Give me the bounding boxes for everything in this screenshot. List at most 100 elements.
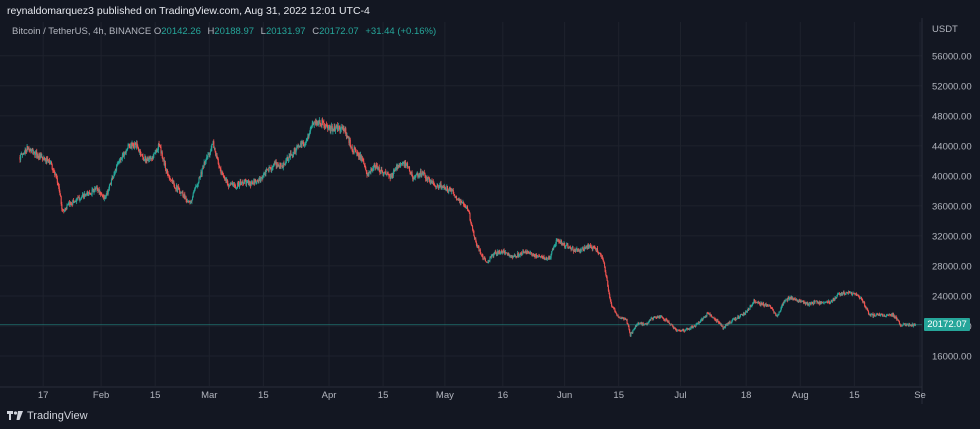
candle-body bbox=[114, 173, 116, 175]
candle-body bbox=[713, 317, 715, 319]
candle-body bbox=[741, 314, 743, 315]
candle-body bbox=[49, 162, 51, 165]
candle-body bbox=[618, 316, 620, 318]
candle-body bbox=[703, 317, 705, 319]
candle-body bbox=[67, 203, 69, 205]
candle-body bbox=[358, 154, 360, 158]
candle-body bbox=[839, 294, 841, 296]
candle-body bbox=[448, 187, 450, 191]
candle-body bbox=[538, 255, 541, 257]
candle-body bbox=[763, 305, 765, 306]
candle-body bbox=[838, 293, 841, 295]
candle-body bbox=[209, 152, 211, 155]
candle-body bbox=[51, 164, 53, 170]
candle-body bbox=[23, 152, 26, 154]
candle-body bbox=[395, 169, 397, 171]
candle-body bbox=[518, 256, 520, 257]
candle-body bbox=[477, 245, 479, 247]
candle-body bbox=[144, 156, 146, 160]
candle-body bbox=[356, 152, 358, 154]
candle-body bbox=[360, 154, 362, 159]
candle-body bbox=[746, 311, 748, 312]
candle-body bbox=[397, 165, 399, 169]
candle-body bbox=[204, 162, 206, 164]
candle-body bbox=[688, 328, 691, 330]
candle-body bbox=[814, 300, 816, 303]
candle-body bbox=[122, 153, 124, 156]
candle-body bbox=[433, 182, 435, 186]
candle-body bbox=[788, 298, 790, 300]
candle-body bbox=[594, 248, 597, 249]
candle-body bbox=[531, 255, 533, 256]
candle-body bbox=[607, 286, 609, 292]
candle-body bbox=[309, 128, 311, 133]
candle-body bbox=[473, 236, 476, 239]
candle-body bbox=[609, 294, 611, 299]
candle-body bbox=[412, 177, 414, 180]
candle-body bbox=[378, 167, 380, 169]
candle-body bbox=[773, 310, 775, 313]
candle-body bbox=[396, 164, 398, 169]
candle-body bbox=[186, 200, 188, 202]
price-tick-label: 40000.00 bbox=[932, 171, 972, 182]
candle-body bbox=[754, 301, 756, 303]
candle-body bbox=[762, 303, 764, 305]
candle-body bbox=[220, 171, 223, 173]
candle-body bbox=[277, 165, 279, 167]
candle-body bbox=[745, 311, 747, 312]
candle-body bbox=[285, 160, 287, 164]
candle-body bbox=[840, 294, 842, 296]
candle-body bbox=[759, 304, 761, 305]
candle-body bbox=[673, 327, 675, 329]
candle-body bbox=[844, 294, 846, 296]
candle-body bbox=[262, 174, 264, 177]
candle-body bbox=[189, 201, 191, 204]
candle-body bbox=[282, 165, 284, 169]
candle-body bbox=[304, 145, 306, 146]
candle-body bbox=[551, 249, 553, 252]
candle-body bbox=[220, 168, 222, 173]
candle-body bbox=[374, 166, 376, 169]
candle-body bbox=[148, 156, 150, 160]
candle-body bbox=[19, 157, 21, 160]
tradingview-logo[interactable]: TradingView bbox=[7, 410, 88, 422]
time-tick-label: Apr bbox=[322, 390, 337, 401]
candle-body bbox=[94, 188, 96, 190]
candle-body bbox=[458, 198, 460, 200]
candle-body bbox=[375, 165, 377, 169]
candle-body bbox=[833, 298, 835, 300]
candle-body bbox=[463, 204, 465, 206]
candle-body bbox=[25, 150, 27, 152]
candle-body bbox=[584, 246, 586, 251]
candle-body bbox=[813, 301, 815, 303]
candle-body bbox=[493, 254, 495, 257]
candle-body bbox=[533, 254, 535, 256]
candle-body bbox=[143, 159, 145, 160]
candle-body bbox=[658, 317, 660, 318]
tradingview-logo-text: TradingView bbox=[27, 410, 88, 422]
candle-body bbox=[180, 192, 182, 194]
candle-body bbox=[169, 178, 171, 180]
candle-body bbox=[216, 154, 218, 158]
candle-body bbox=[355, 149, 357, 154]
candle-body bbox=[806, 302, 808, 306]
candle-body bbox=[233, 183, 235, 186]
candle-body bbox=[602, 256, 604, 260]
candle-body bbox=[470, 220, 472, 222]
candle-body bbox=[889, 314, 891, 316]
candle-body bbox=[105, 196, 107, 200]
candle-body bbox=[41, 156, 43, 158]
candle-body bbox=[134, 143, 136, 145]
price-tick-label: 48000.00 bbox=[932, 111, 972, 122]
axes: 16000.0020000.0024000.0028000.0032000.00… bbox=[0, 18, 972, 404]
candle-body bbox=[678, 329, 680, 331]
candle-body bbox=[343, 130, 346, 132]
candle-body bbox=[86, 192, 88, 195]
candle-body bbox=[887, 314, 890, 316]
candle-body bbox=[456, 198, 458, 200]
candle-body bbox=[484, 257, 486, 260]
candle-body bbox=[747, 308, 749, 311]
candle-body bbox=[750, 305, 752, 307]
candle-body bbox=[83, 194, 85, 199]
